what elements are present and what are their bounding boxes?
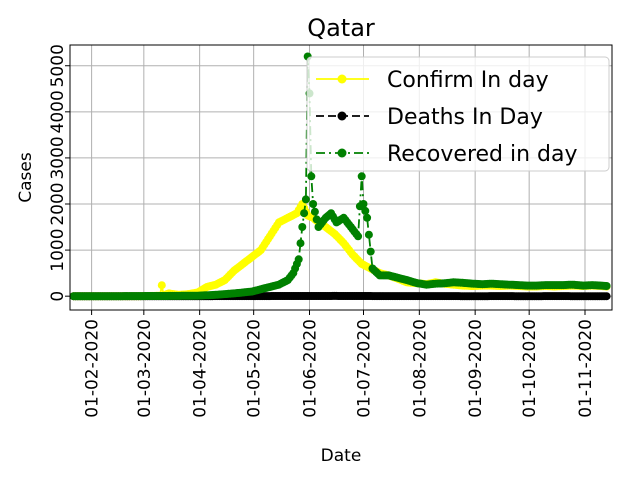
legend-box <box>306 56 610 172</box>
chart-title: Qatar <box>307 14 375 42</box>
data-point <box>364 230 373 239</box>
data-point <box>602 292 611 301</box>
plot-frame <box>69 44 613 311</box>
data-point <box>298 223 307 231</box>
legend: Confirm In day Deaths In Day Recovered in … <box>306 56 610 172</box>
legend-marker <box>337 111 347 121</box>
legend-label: Recovered in day <box>387 142 578 167</box>
data-point <box>359 200 368 208</box>
data-point <box>357 172 366 181</box>
legend-label: Deaths In Day <box>387 105 543 130</box>
x-tick-label: 01-04-2020 <box>191 319 211 418</box>
legend-item: Confirm In day <box>316 68 549 93</box>
series-recovered-in-day <box>69 52 611 301</box>
data-point <box>363 213 372 222</box>
ticks-layer: 01-02-2020 01-03-2020 01-04-2020 01-05-2020… <box>48 44 596 418</box>
y-tick-label: 5000 <box>48 44 68 87</box>
x-tick-label: 01-08-2020 <box>410 319 430 418</box>
y-tick-label: 2000 <box>48 182 68 225</box>
data-point <box>307 172 316 181</box>
data-point <box>602 282 611 290</box>
y-tick-label: 0 <box>48 291 68 302</box>
legend-item: Recovered in day <box>316 142 578 167</box>
legend-label: Confirm In day <box>387 68 549 93</box>
x-tick-label: 01-02-2020 <box>83 319 103 418</box>
x-tick-label: 01-06-2020 <box>300 319 320 418</box>
series-layer <box>69 52 611 301</box>
data-point <box>300 209 309 218</box>
data-point <box>157 281 166 290</box>
x-tick-label: 01-03-2020 <box>135 319 155 418</box>
x-tick-label: 01-10-2020 <box>520 319 540 418</box>
y-tick-label: 1000 <box>48 228 68 271</box>
x-tick-label: 01-05-2020 <box>245 319 265 418</box>
data-point <box>361 206 370 215</box>
y-axis-label: Cases <box>16 152 36 203</box>
data-point <box>301 195 310 204</box>
legend-marker <box>337 148 347 158</box>
x-tick-label: 01-07-2020 <box>355 319 375 418</box>
legend-item: Deaths In Day <box>316 105 543 130</box>
data-point <box>354 232 363 241</box>
data-point <box>296 239 305 248</box>
data-point <box>310 207 319 216</box>
y-tick-label: 4000 <box>48 90 68 133</box>
data-point <box>309 200 318 208</box>
x-tick-label: 01-09-2020 <box>466 319 486 418</box>
y-tick-label: 3000 <box>48 136 68 179</box>
data-point <box>294 255 303 264</box>
legend-marker <box>337 74 347 84</box>
data-point <box>366 247 375 256</box>
x-tick-label: 01-11-2020 <box>576 319 596 418</box>
x-axis-label: Date <box>321 446 362 466</box>
